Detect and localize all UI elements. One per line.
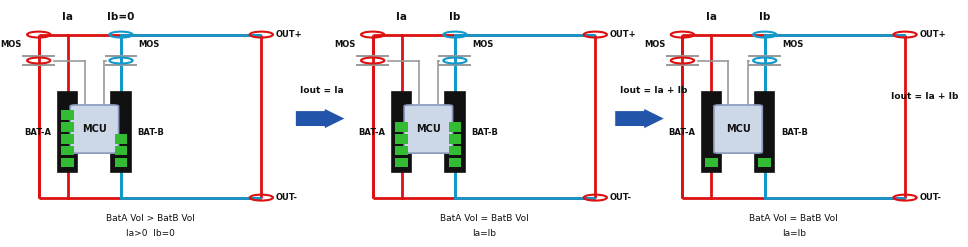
Text: MOS: MOS xyxy=(138,41,160,49)
FancyArrow shape xyxy=(615,108,665,129)
Text: OUT-: OUT- xyxy=(610,193,632,202)
FancyBboxPatch shape xyxy=(714,105,763,153)
Text: BAT-A: BAT-A xyxy=(358,128,385,137)
Text: MCU: MCU xyxy=(726,124,750,134)
Bar xyxy=(115,158,127,167)
Text: MOS: MOS xyxy=(472,41,494,49)
FancyBboxPatch shape xyxy=(702,92,721,172)
Text: Iout = Ia + Ib: Iout = Ia + Ib xyxy=(891,92,958,101)
Text: MCU: MCU xyxy=(416,124,440,134)
Bar xyxy=(396,146,408,155)
Text: Ib: Ib xyxy=(759,12,771,22)
Text: BAT-B: BAT-B xyxy=(137,128,165,137)
Text: Ib: Ib xyxy=(449,12,461,22)
Text: MOS: MOS xyxy=(644,41,665,49)
Bar xyxy=(62,146,74,155)
Text: OUT+: OUT+ xyxy=(276,30,303,39)
FancyBboxPatch shape xyxy=(445,92,465,172)
Text: Ia: Ia xyxy=(396,12,408,22)
Text: BAT-A: BAT-A xyxy=(24,128,51,137)
Bar xyxy=(62,134,74,144)
Text: Ia>0  Ib=0: Ia>0 Ib=0 xyxy=(126,229,174,238)
Text: OUT-: OUT- xyxy=(920,193,942,202)
FancyBboxPatch shape xyxy=(755,92,774,172)
Text: Ia: Ia xyxy=(62,12,74,22)
Bar xyxy=(449,146,461,155)
Bar xyxy=(396,122,408,132)
Text: MOS: MOS xyxy=(0,41,21,49)
Bar xyxy=(62,110,74,120)
Text: BatA Vol > BatB Vol: BatA Vol > BatB Vol xyxy=(106,214,195,223)
Text: OUT+: OUT+ xyxy=(610,30,637,39)
FancyArrow shape xyxy=(295,108,346,129)
Text: Iout = Ia + Ib: Iout = Ia + Ib xyxy=(620,86,687,95)
Text: MCU: MCU xyxy=(82,124,106,134)
FancyBboxPatch shape xyxy=(405,105,452,153)
Text: OUT+: OUT+ xyxy=(920,30,947,39)
Bar xyxy=(115,146,127,155)
Bar xyxy=(449,158,461,167)
Text: MOS: MOS xyxy=(782,41,803,49)
Bar xyxy=(62,122,74,132)
Bar xyxy=(396,134,408,144)
FancyBboxPatch shape xyxy=(111,92,131,172)
Text: Iout = Ia: Iout = Ia xyxy=(300,86,344,95)
Text: OUT-: OUT- xyxy=(276,193,298,202)
Text: BAT-B: BAT-B xyxy=(781,128,808,137)
Text: Ia: Ia xyxy=(706,12,717,22)
Text: BAT-A: BAT-A xyxy=(668,128,695,137)
Bar xyxy=(115,134,127,144)
Text: Ia=Ib: Ia=Ib xyxy=(782,229,805,238)
Text: MOS: MOS xyxy=(334,41,355,49)
Bar xyxy=(396,158,408,167)
FancyBboxPatch shape xyxy=(392,92,411,172)
Bar xyxy=(706,158,717,167)
Text: Ib=0: Ib=0 xyxy=(107,12,135,22)
Bar xyxy=(759,158,771,167)
Text: BatA Vol = BatB Vol: BatA Vol = BatB Vol xyxy=(749,214,838,223)
Text: Ia=Ib: Ia=Ib xyxy=(472,229,496,238)
Text: BatA Vol = BatB Vol: BatA Vol = BatB Vol xyxy=(439,214,529,223)
FancyBboxPatch shape xyxy=(58,92,77,172)
Bar xyxy=(449,122,461,132)
Text: BAT-B: BAT-B xyxy=(471,128,499,137)
Bar xyxy=(449,134,461,144)
FancyBboxPatch shape xyxy=(70,105,118,153)
Bar xyxy=(62,158,74,167)
